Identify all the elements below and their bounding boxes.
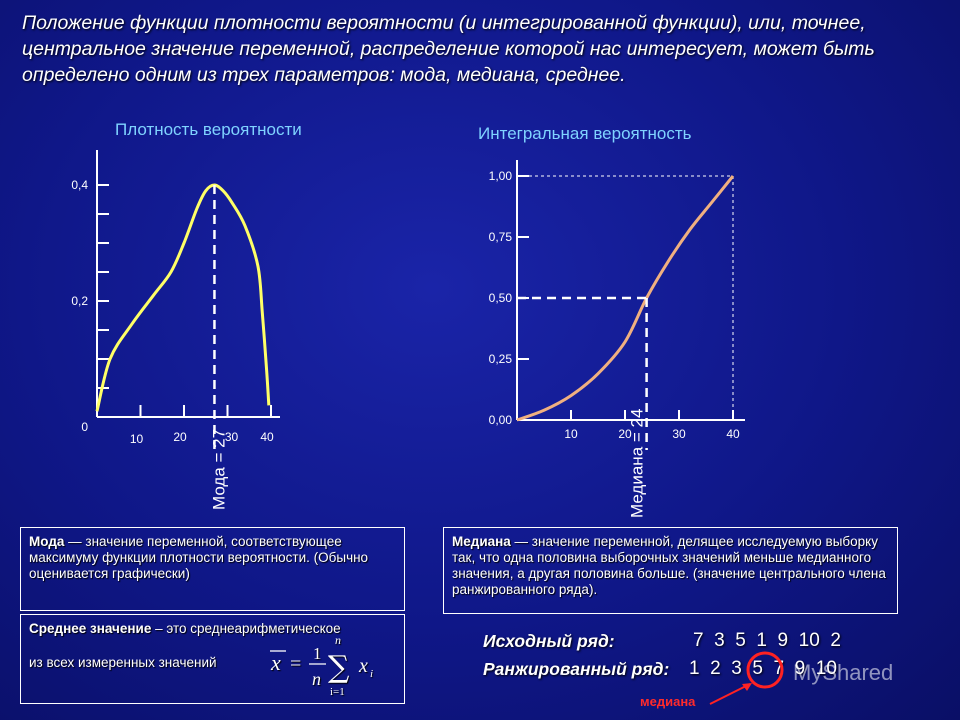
cumulative-x-tick-label: 30 <box>672 427 686 441</box>
cumulative-curve <box>516 175 735 422</box>
ranked-series-label: Ранжированный ряд: <box>483 659 670 679</box>
density-chart-title: Плотность вероятности <box>115 120 302 139</box>
mean-definition-text: – это среднеарифметическое <box>151 621 341 636</box>
mode-term: Мода <box>29 534 65 549</box>
formula-x-i: x <box>358 655 368 677</box>
density-y-tick-label: 0,2 <box>71 294 88 308</box>
cumulative-y-tick-label: 0,00 <box>489 413 513 427</box>
density-x-tick-label: 20 <box>173 430 187 444</box>
median-tag: медиана <box>640 694 696 709</box>
formula-x-bar: x <box>270 650 281 675</box>
svg-text:i: i <box>370 668 373 680</box>
cumulative-y-tick-label: 0,50 <box>489 291 513 305</box>
cumulative-x-tick-label: 10 <box>564 427 578 441</box>
cumulative-y-tick-label: 0,25 <box>489 352 513 366</box>
cumulative-x-tick-label: 40 <box>726 427 740 441</box>
median-definition-box: Медиана — значение переменной, делящее и… <box>443 527 898 614</box>
cumulative-x-tick-label: 20 <box>618 427 632 441</box>
median-term: Медиана <box>452 534 511 549</box>
mode-definition-box: Мода — значение переменной, соответствую… <box>20 527 405 611</box>
density-y-tick-label: 0 <box>81 420 88 434</box>
formula-i-bottom: i=1 <box>330 686 345 698</box>
median-marker-label: Медиана = 24 <box>628 409 647 518</box>
cumulative-chart-title: Интегральная вероятность <box>478 124 692 143</box>
slide-title: Положение функции плотности вероятности … <box>22 12 875 86</box>
original-series-values: 7 3 5 1 9 10 2 <box>693 630 841 651</box>
watermark: MyShared <box>793 660 894 685</box>
density-x-tick-label: 10 <box>130 432 144 446</box>
cumulative-chart: 0,00 0,25 0,50 0,75 1,00 10 20 30 40 Медиана = 24 <box>489 160 745 518</box>
mean-definition-text-2: из всех измеренных значений <box>29 655 217 670</box>
density-curve <box>95 183 271 412</box>
original-series-label: Исходный ряд: <box>483 631 615 651</box>
formula-n: n <box>312 669 321 689</box>
density-chart: 0 0,2 0,4 10 20 30 40 Мода = 27 <box>71 150 280 510</box>
mean-formula: x = 1 n n ∑ i=1 x i <box>270 633 373 698</box>
density-x-tick-label: 30 <box>225 430 239 444</box>
cumulative-y-tick-label: 0,75 <box>489 230 513 244</box>
median-definition-text: — значение переменной, делящее исследуем… <box>452 534 886 597</box>
mean-definition-box: Среднее значение – это среднеарифметичес… <box>20 614 405 704</box>
mean-term: Среднее значение <box>29 621 152 636</box>
svg-text:=: = <box>290 653 301 675</box>
formula-one: 1 <box>313 644 322 663</box>
cumulative-y-tick-label: 1,00 <box>489 169 513 183</box>
density-x-tick-label: 40 <box>260 430 274 444</box>
formula-n-top: n <box>335 633 341 647</box>
formula-sum: ∑ <box>328 650 350 685</box>
mode-marker-label: Мода = 27 <box>209 429 228 510</box>
mode-definition-text: — значение переменной, соответствующее м… <box>29 534 369 581</box>
density-y-tick-label: 0,4 <box>71 178 88 192</box>
